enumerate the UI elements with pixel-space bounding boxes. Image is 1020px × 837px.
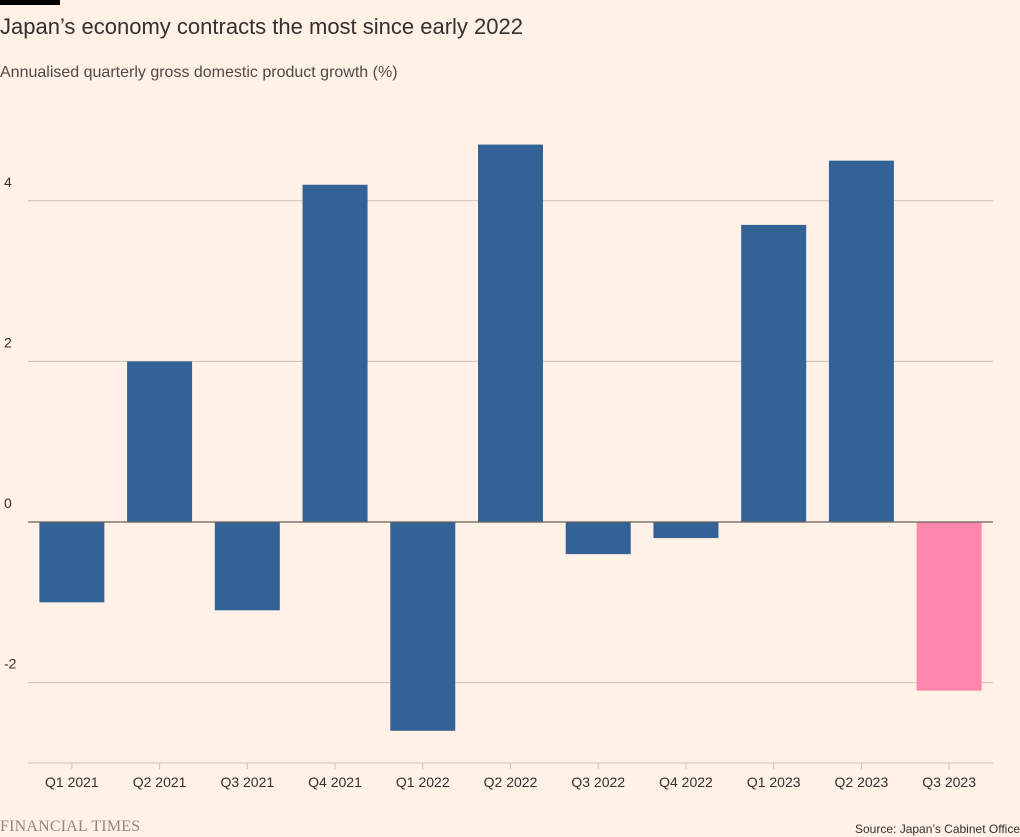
x-tick-label: Q2 2023: [835, 774, 889, 790]
bar: [127, 361, 193, 522]
ft-logo: FINANCIAL TIMES: [0, 818, 141, 835]
source-note: Source: Japan’s Cabinet Office: [855, 822, 1020, 836]
bar: [214, 522, 280, 611]
bar: [39, 522, 105, 603]
y-tick-label: 4: [4, 174, 12, 190]
x-tick-label: Q3 2021: [220, 774, 274, 790]
x-tick-label: Q1 2022: [396, 774, 450, 790]
bar: [828, 160, 894, 522]
x-tick-label: Q4 2021: [308, 774, 362, 790]
bar: [916, 522, 982, 691]
chart-title: Japan’s economy contracts the most since…: [0, 14, 523, 39]
x-tick-label: Q1 2021: [45, 774, 99, 790]
top-rule: [0, 0, 60, 5]
x-tick-label: Q1 2023: [747, 774, 801, 790]
bar: [741, 224, 807, 522]
bar: [390, 522, 456, 731]
bar: [565, 522, 631, 555]
chart-subtitle: Annualised quarterly gross domestic prod…: [0, 64, 398, 81]
x-tick-label: Q4 2022: [659, 774, 713, 790]
x-tick-label: Q2 2021: [133, 774, 187, 790]
x-tick-label: Q3 2022: [571, 774, 625, 790]
bar: [478, 144, 543, 522]
x-tick-label: Q2 2022: [484, 774, 538, 790]
y-tick-label: -2: [4, 656, 17, 672]
x-tick-label: Q3 2023: [922, 774, 976, 790]
y-tick-label: 2: [4, 334, 12, 350]
bar: [302, 184, 368, 523]
bar: [653, 522, 719, 539]
y-tick-label: 0: [4, 495, 12, 511]
